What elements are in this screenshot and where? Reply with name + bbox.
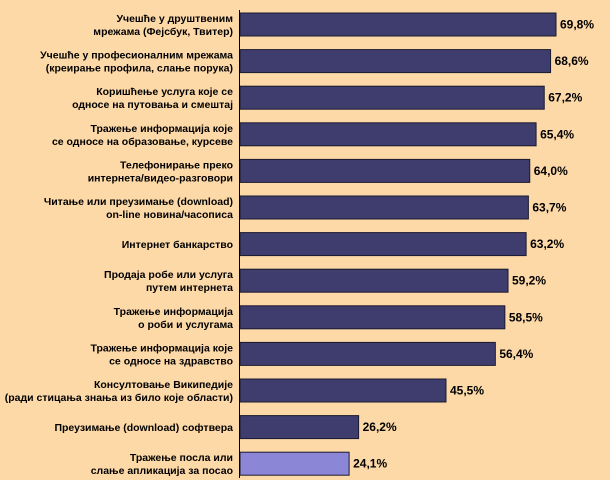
bar-7 — [239, 232, 527, 257]
category-label-3-line-1: Коришћење услуга које се — [96, 86, 233, 98]
bar-2 — [239, 49, 552, 74]
category-label-8-line-2: путем интернета — [146, 282, 233, 294]
value-label-13: 24,1% — [353, 457, 387, 471]
value-label-2: 68,6% — [555, 54, 589, 68]
value-label-7: 63,2% — [530, 237, 564, 251]
bar-3 — [239, 85, 545, 110]
category-label-9-line-1: Тражење информација — [114, 306, 234, 318]
bars — [239, 12, 557, 476]
bar-6 — [239, 195, 529, 220]
bar-13 — [239, 451, 350, 476]
category-label-8-line-1: Продаја робе или услуга — [104, 269, 233, 281]
value-label-8: 59,2% — [512, 274, 546, 288]
value-labels: 69,8% 68,6% 67,2% 65,4% 64,0% 63,7% 63,2% 59,2%… — [353, 18, 594, 471]
value-label-11: 45,5% — [450, 384, 484, 398]
category-label-3-line-2: односе на путовања и смештај — [72, 99, 233, 111]
bar-12 — [239, 415, 360, 440]
category-label-2-line-1: Учешће у професионалним мрежама — [40, 50, 233, 62]
category-label-13-line-2: слање апликација за посао — [91, 465, 233, 477]
category-label-9-line-2: о роби и услугама — [138, 319, 233, 331]
bar-5 — [239, 158, 531, 183]
category-label-1-line-1: Учешће у друштвеним — [116, 13, 233, 25]
value-label-5: 64,0% — [534, 164, 568, 178]
category-label-6-line-2: on-line новина/часописа — [106, 209, 233, 221]
value-label-1: 69,8% — [560, 18, 594, 32]
category-label-13-line-1: Тражење посла или — [130, 452, 233, 464]
bar-8 — [239, 268, 509, 293]
bar-11 — [239, 378, 447, 403]
category-label-11-line-1: Консултовање Википедије — [94, 379, 233, 391]
category-label-4-line-1: Тражење информација које — [90, 123, 233, 135]
category-label-1-line-2: мрежама (Фејсбук, Твитер) — [93, 26, 233, 38]
value-label-6: 63,7% — [532, 201, 566, 215]
category-label-4-line-2: се односе на образовање, курсеве — [52, 136, 233, 148]
value-label-9: 58,5% — [509, 310, 543, 324]
category-label-10-line-2: се односе на здравство — [109, 355, 233, 367]
value-label-12: 26,2% — [363, 420, 397, 434]
category-label-12-line-1: Преузимање (download) софтвера — [54, 422, 233, 434]
bar-9 — [239, 305, 506, 330]
category-label-7-line-1: Интернет банкарство — [122, 239, 233, 251]
bar-10 — [239, 341, 496, 366]
category-label-11-line-2: (ради стицања знања из било које области… — [5, 392, 233, 404]
value-label-4: 65,4% — [540, 127, 574, 141]
bar-4 — [239, 122, 537, 147]
category-label-5-line-1: Телефонирање преко — [120, 159, 233, 171]
value-label-10: 56,4% — [499, 347, 533, 361]
category-label-5-line-2: интернета/видео-разговори — [88, 172, 233, 184]
category-label-6-line-1: Читање или преузимање (download) — [44, 196, 233, 208]
category-label-10-line-1: Тражење информација које — [90, 342, 233, 354]
bar-1 — [239, 12, 557, 37]
category-label-2-line-2: (креирање профила, слање порука) — [46, 63, 233, 75]
value-label-3: 67,2% — [548, 91, 582, 105]
